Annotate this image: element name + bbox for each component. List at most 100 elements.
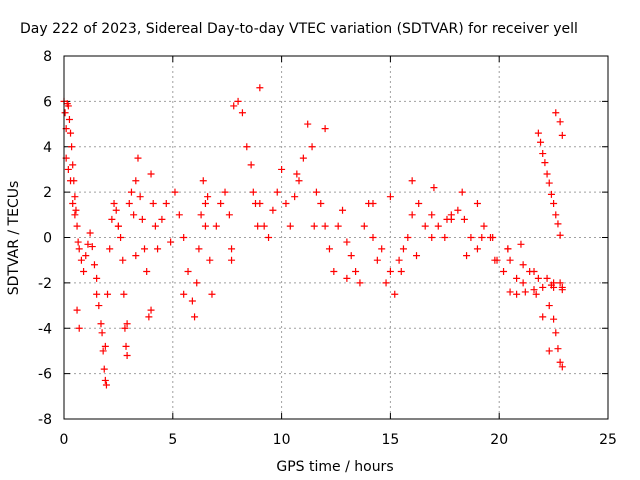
data-point — [132, 252, 140, 260]
x-tick-label: 15 — [381, 432, 399, 448]
data-point — [119, 256, 127, 264]
data-point — [138, 215, 146, 223]
data-point — [295, 177, 303, 185]
data-point — [136, 193, 144, 201]
data-point — [360, 222, 368, 230]
data-point — [180, 290, 188, 298]
data-point — [397, 268, 405, 276]
data-point — [158, 215, 166, 223]
data-point — [369, 199, 377, 207]
data-point — [84, 240, 92, 248]
data-point — [67, 129, 75, 137]
data-point — [413, 252, 421, 260]
data-point — [554, 220, 562, 228]
data-point — [386, 268, 394, 276]
data-point — [506, 256, 514, 264]
data-point — [430, 184, 438, 192]
data-point — [265, 234, 273, 241]
data-point — [556, 358, 564, 366]
grid-lines — [64, 56, 608, 419]
data-point — [145, 313, 153, 321]
data-point — [369, 234, 377, 241]
data-point — [550, 315, 558, 323]
data-point — [112, 206, 120, 214]
data-point — [382, 279, 390, 287]
data-point — [517, 240, 525, 248]
y-axis-label: SDTVAR / TECUs — [6, 181, 22, 296]
axis-ticks: 0 5 10 15 20 25 -8 -6 -4 -2 0 2 4 6 8 — [38, 49, 617, 448]
data-point — [434, 222, 442, 230]
data-point — [500, 268, 508, 276]
data-point — [127, 188, 135, 196]
data-point — [556, 231, 564, 239]
data-point — [308, 143, 316, 151]
chart-title: Day 222 of 2023, Sidereal Day-to-day VTE… — [20, 21, 578, 37]
data-point — [114, 222, 122, 230]
data-points — [60, 84, 566, 389]
data-point — [247, 161, 255, 169]
data-point — [558, 131, 566, 139]
data-point — [69, 161, 77, 169]
data-point — [249, 188, 257, 196]
data-point — [506, 288, 514, 296]
data-point — [184, 268, 192, 276]
data-point — [421, 222, 429, 230]
data-point — [121, 324, 129, 332]
data-point — [278, 165, 286, 173]
data-point — [147, 170, 155, 178]
data-point — [188, 297, 196, 305]
data-point — [71, 193, 79, 201]
data-point — [339, 206, 347, 214]
data-point — [212, 222, 220, 230]
data-point — [234, 97, 242, 105]
data-point — [473, 199, 481, 207]
data-point — [513, 274, 521, 282]
data-point — [171, 188, 179, 196]
data-point — [230, 102, 238, 110]
data-point — [180, 234, 188, 241]
data-point — [65, 116, 73, 124]
data-point — [273, 188, 281, 196]
data-point — [269, 206, 277, 214]
data-point — [480, 222, 488, 230]
data-point — [352, 268, 360, 276]
y-tick-label: 0 — [43, 231, 52, 247]
data-point — [558, 363, 566, 371]
data-point — [356, 279, 364, 287]
data-point — [556, 279, 564, 287]
data-point — [443, 215, 451, 223]
data-point — [415, 199, 423, 207]
data-point — [208, 290, 216, 298]
x-tick-label: 20 — [490, 432, 508, 448]
data-point — [552, 329, 560, 337]
data-point — [428, 211, 436, 219]
data-point — [547, 190, 555, 198]
data-point — [330, 268, 338, 276]
data-point — [454, 206, 462, 214]
data-point — [460, 215, 468, 223]
data-point — [556, 118, 564, 126]
data-point — [95, 302, 103, 310]
data-point — [530, 286, 538, 294]
data-point — [473, 245, 481, 253]
data-point — [77, 256, 85, 264]
data-point — [228, 245, 236, 253]
data-point — [521, 288, 529, 296]
x-tick-label: 25 — [599, 432, 617, 448]
data-point — [193, 279, 201, 287]
data-point — [149, 199, 157, 207]
data-point — [162, 199, 170, 207]
data-point — [293, 170, 301, 178]
data-point — [550, 199, 558, 207]
y-tick-label: -2 — [38, 276, 52, 292]
data-point — [458, 188, 466, 196]
data-point — [104, 290, 112, 298]
y-tick-label: 6 — [43, 94, 52, 110]
data-point — [558, 286, 566, 294]
data-point — [519, 261, 527, 269]
data-point — [467, 234, 475, 241]
data-point — [132, 177, 140, 185]
data-point — [71, 211, 79, 219]
data-point — [530, 268, 538, 276]
